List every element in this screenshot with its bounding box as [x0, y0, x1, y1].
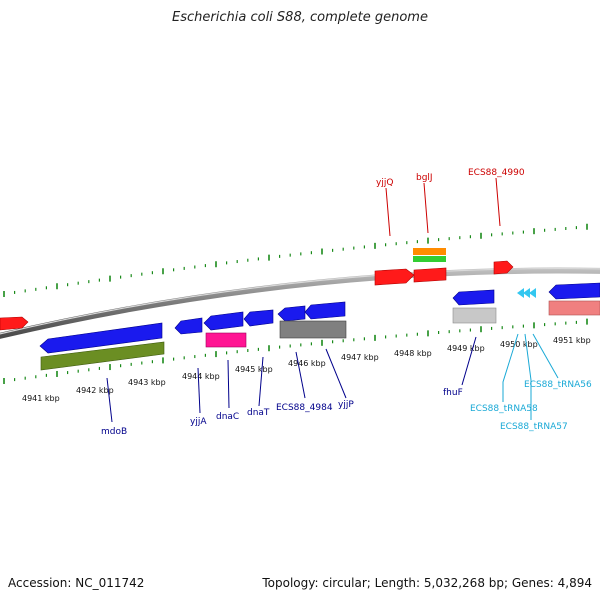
gene-bar-fhuF-lightgray	[452, 307, 497, 324]
trna-ECS88_tRNA56[interactable]	[529, 288, 536, 298]
gene-bar-dnaC-pink	[205, 332, 247, 348]
gene-arrow-fhuF[interactable]	[452, 289, 495, 306]
genome-backbone	[0, 267, 600, 339]
kbp-label: 4949 kbp	[447, 344, 485, 353]
gene-label-bglJ[interactable]: bglJ	[416, 173, 433, 183]
gene-label-yjjA[interactable]: yjjA	[190, 417, 207, 427]
gene-label-ECS88_4984[interactable]: ECS88_4984	[276, 403, 333, 413]
topology-text: Topology: circular; Length: 5,032,268 bp…	[262, 576, 592, 590]
gene-arrow-mdoB[interactable]	[39, 322, 163, 354]
gene-arrow-dnaT[interactable]	[243, 309, 274, 327]
kbp-label: 4942 kbp	[76, 386, 114, 395]
kbp-label: 4943 kbp	[128, 378, 166, 387]
page-title: Escherichia coli S88, complete genome	[172, 10, 428, 25]
gene-label-ECS88_4990[interactable]: ECS88_4990	[468, 168, 525, 178]
kbp-label: 4951 kbp	[553, 336, 591, 345]
gene-arrow-ECS88_4990[interactable]	[493, 260, 514, 275]
gene-arrow-yjjP[interactable]	[304, 301, 346, 320]
gene-arrow-dnaC[interactable]	[203, 311, 244, 331]
gene-label-fhuF[interactable]: fhuF	[443, 388, 463, 398]
gene-label-ECS88_tRNA56[interactable]: ECS88_tRNA56	[524, 380, 592, 390]
gene-bar-right-edge-salmon	[548, 300, 600, 316]
forward-strand-genes	[0, 248, 514, 331]
gene-arrow-right-edge[interactable]	[548, 282, 600, 300]
kbp-label: 4946 kbp	[288, 359, 326, 368]
kbp-label: 4947 kbp	[341, 353, 379, 362]
gene-arrow-red[interactable]	[0, 316, 29, 331]
gene-bar-bglJ-orange	[413, 248, 446, 255]
gene-label-dnaT[interactable]: dnaT	[247, 408, 270, 418]
trna-ECS88_tRNA57[interactable]	[523, 288, 530, 298]
accession-text: Accession: NC_011742	[8, 576, 145, 590]
trna-ECS88_tRNA58[interactable]	[517, 288, 524, 298]
leader-lines	[106, 177, 559, 423]
gene-bar-bglJ-green	[413, 256, 446, 262]
kbp-label: 4948 kbp	[394, 349, 432, 358]
lower-tick-track	[3, 318, 588, 384]
kbp-label: 4941 kbp	[22, 394, 60, 403]
gene-label-yjjP[interactable]: yjjP	[338, 400, 354, 410]
gene-arrow-yjjA[interactable]	[174, 317, 203, 335]
gene-label-mdoB[interactable]: mdoB	[101, 427, 127, 437]
reverse-strand-genes	[39, 282, 600, 371]
gene-label-ECS88_tRNA57[interactable]: ECS88_tRNA57	[500, 422, 568, 432]
upper-tick-track	[3, 223, 588, 297]
genome-backbone-highlight	[0, 267, 600, 335]
gene-bar-mdoB	[40, 341, 165, 371]
kbp-label: 4945 kbp	[235, 365, 273, 374]
gene-label-dnaC[interactable]: dnaC	[216, 412, 239, 422]
gene-label-yjjQ[interactable]: yjjQ	[376, 178, 393, 188]
gene-bar-yjjP-gray	[279, 320, 347, 339]
kbp-label: 4944 kbp	[182, 372, 220, 381]
gene-arrow-ECS88_4984[interactable]	[277, 305, 306, 322]
gene-arrow-yjjQ[interactable]	[374, 268, 415, 286]
gene-name-labels: yjjQ bglJ ECS88_4990 mdoB yjjA dnaC dnaT…	[101, 168, 592, 437]
kbp-label: 4950 kbp	[500, 340, 538, 349]
gene-arrow-bglJ[interactable]	[413, 267, 447, 283]
gene-label-ECS88_tRNA58[interactable]: ECS88_tRNA58	[470, 404, 538, 414]
kbp-tick-labels: 4941 kbp 4942 kbp 4943 kbp 4944 kbp 4945…	[22, 336, 591, 403]
